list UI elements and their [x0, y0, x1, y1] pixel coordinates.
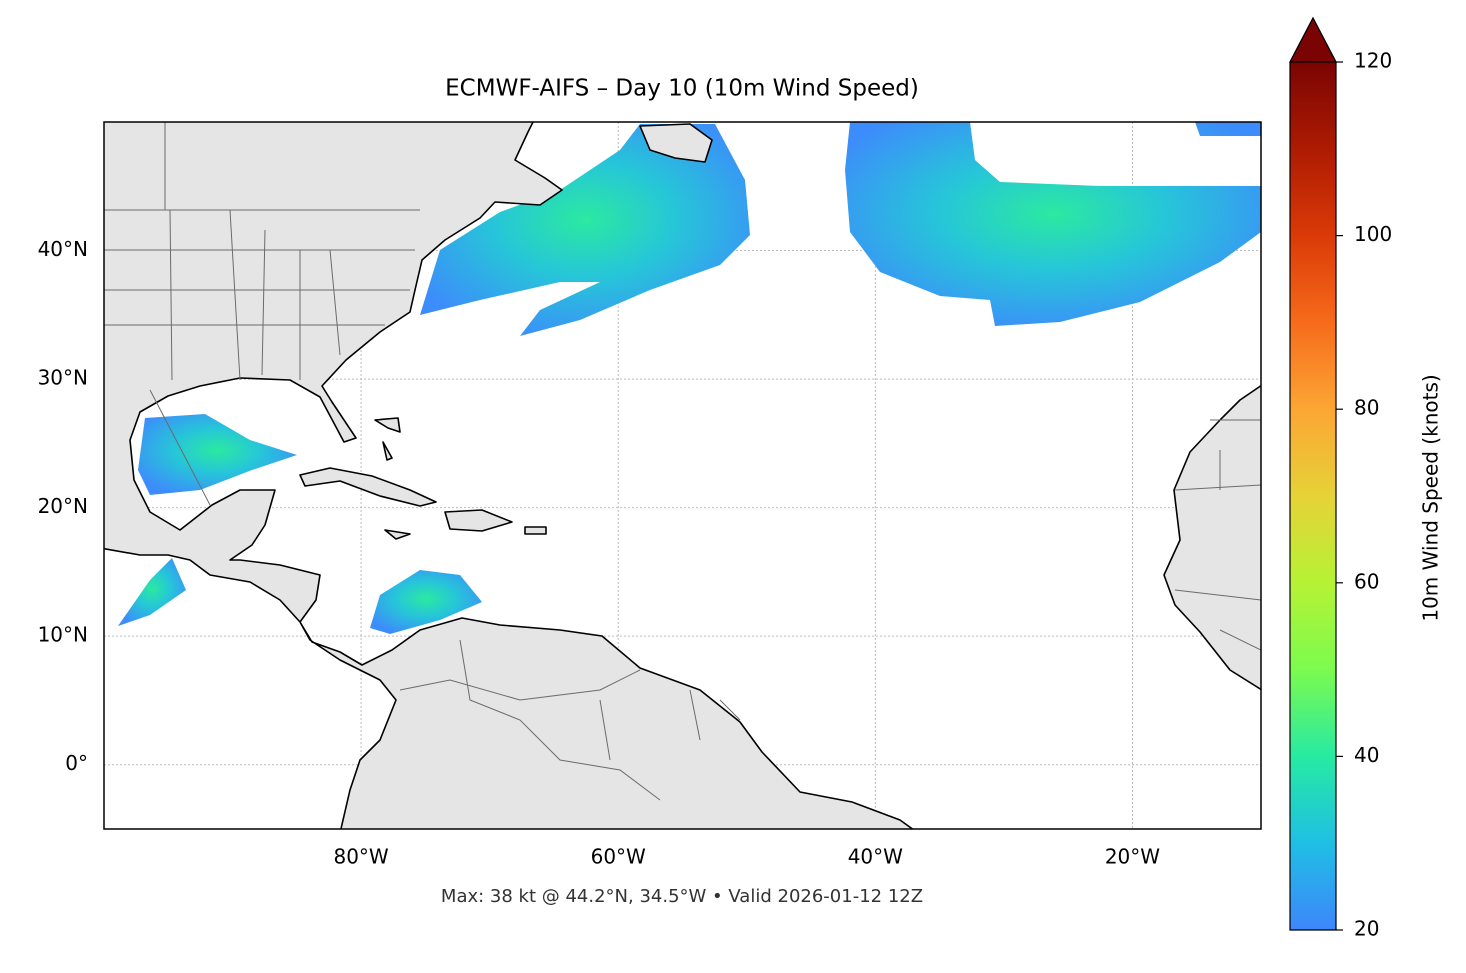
colorbar-tick-label: 40: [1354, 743, 1379, 767]
colorbar-tick-label: 100: [1354, 222, 1392, 246]
colorbar-extend: [1289, 16, 1337, 63]
x-tick-label: 80°W: [333, 845, 388, 869]
map-body: [104, 122, 1261, 829]
colorbar: [1290, 62, 1336, 930]
colorbar-tick-label: 60: [1354, 569, 1379, 593]
wind-area: [420, 124, 750, 336]
y-tick-label: 0°: [65, 751, 88, 775]
land: [1163, 384, 1261, 691]
colorbar-label: 10m Wind Speed (knots): [1419, 374, 1443, 621]
map-frame: [103, 121, 1262, 830]
land: [374, 417, 547, 540]
border: [104, 122, 1261, 801]
wind-area: [370, 570, 482, 634]
footer-note: Max: 38 kt @ 44.2°N, 34.5°W • Valid 2026…: [441, 886, 923, 907]
land: [299, 467, 437, 507]
colorbar-tick-label: 120: [1354, 49, 1392, 73]
y-tick-label: 30°N: [38, 366, 88, 390]
map-title: ECMWF-AIFS – Day 10 (10m Wind Speed): [445, 76, 919, 102]
x-tick-label: 60°W: [591, 845, 646, 869]
y-tick-label: 40°N: [38, 237, 88, 261]
colorbar-tick-label: 80: [1354, 396, 1379, 420]
ticks: 80°W 60°W 40°W 20°W 0° 10°N 20°N 30°N 40°N: [38, 237, 1161, 868]
x-tick-label: 40°W: [848, 845, 903, 869]
land: [639, 123, 713, 163]
x-tick-label: 20°W: [1105, 845, 1160, 869]
colorbar-frame: [1289, 16, 1337, 931]
colorbar-ticks: 20 40 60 80 100 120: [1336, 49, 1392, 941]
wind-area: [845, 122, 1261, 326]
wind-area: [138, 414, 297, 495]
colorbar-tick-label: 20: [1354, 917, 1379, 941]
y-tick-label: 20°N: [38, 494, 88, 518]
land: [104, 122, 914, 829]
y-tick-label: 10°N: [38, 623, 88, 647]
wind-area: [118, 558, 186, 626]
